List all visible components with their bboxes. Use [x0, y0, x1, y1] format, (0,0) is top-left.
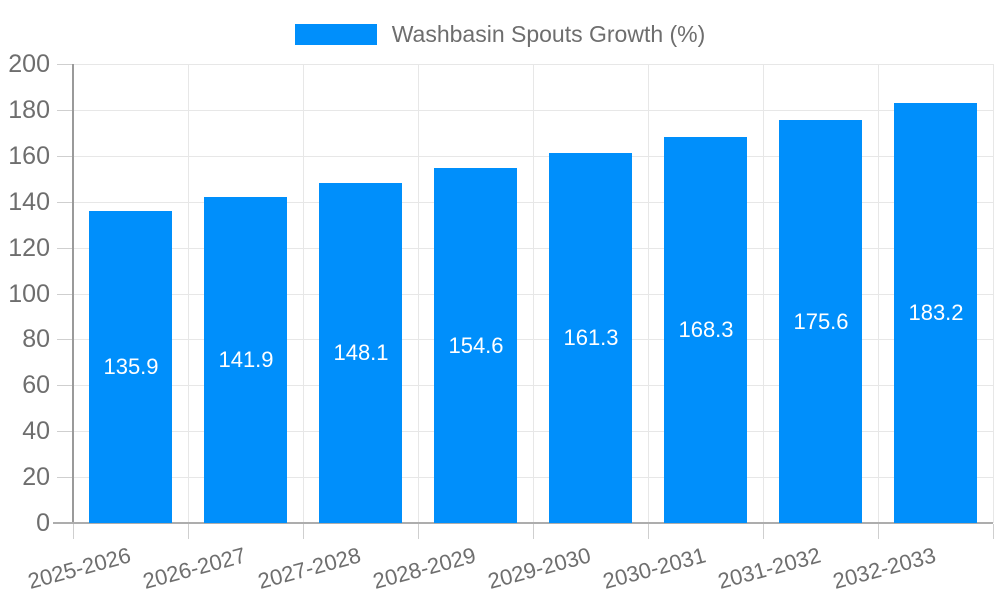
- x-axis-tick: [648, 524, 649, 539]
- x-axis-tick: [878, 524, 879, 539]
- x-axis-tick: [188, 524, 189, 539]
- y-axis-label: 100: [8, 280, 50, 308]
- bar-value-label: 154.6: [448, 333, 504, 358]
- x-axis-line: [53, 522, 993, 524]
- y-axis-label: 40: [22, 417, 50, 445]
- bar[interactable]: [89, 211, 172, 523]
- x-axis-label: 2029-2030: [485, 542, 594, 594]
- bar[interactable]: [664, 137, 747, 523]
- y-axis-tick: [57, 431, 73, 432]
- chart-legend: Washbasin Spouts Growth (%): [0, 22, 1000, 46]
- y-axis-tick: [57, 294, 73, 295]
- y-axis-tick: [57, 110, 73, 111]
- bar-value-label: 168.3: [678, 317, 734, 342]
- y-axis-label: 80: [22, 325, 50, 353]
- x-axis-tick: [418, 524, 419, 539]
- x-axis-label: 2032-2033: [830, 542, 939, 594]
- x-axis-label: 2031-2032: [715, 542, 824, 594]
- x-axis-tick: [303, 524, 304, 539]
- x-gridline: [993, 64, 994, 523]
- bar-value-label: 148.1: [333, 340, 389, 365]
- y-axis-tick: [57, 339, 73, 340]
- y-axis-label: 120: [8, 234, 50, 262]
- bar[interactable]: [549, 153, 632, 523]
- x-axis-tick: [73, 524, 74, 539]
- y-axis-tick: [57, 477, 73, 478]
- legend-label: Washbasin Spouts Growth (%): [391, 21, 706, 47]
- y-axis-label: 160: [8, 142, 50, 170]
- x-axis-label: 2026-2027: [140, 542, 249, 594]
- bar[interactable]: [779, 120, 862, 523]
- bar[interactable]: [319, 183, 402, 523]
- x-axis-tick: [763, 524, 764, 539]
- y-axis-tick: [57, 202, 73, 203]
- bar[interactable]: [894, 103, 977, 523]
- bar-value-label: 141.9: [218, 347, 274, 372]
- y-axis-label: 200: [8, 50, 50, 78]
- y-axis-label: 60: [22, 371, 50, 399]
- x-gridline: [648, 64, 649, 523]
- x-gridline: [303, 64, 304, 523]
- x-gridline: [763, 64, 764, 523]
- legend-item[interactable]: Washbasin Spouts Growth (%): [294, 21, 706, 47]
- x-axis-label: 2027-2028: [255, 542, 364, 594]
- y-axis-tick: [57, 248, 73, 249]
- y-axis-tick: [57, 385, 73, 386]
- x-axis-label: 2028-2029: [370, 542, 479, 594]
- x-gridline: [878, 64, 879, 523]
- y-axis-line: [72, 64, 74, 523]
- bar[interactable]: [434, 168, 517, 523]
- bar[interactable]: [204, 197, 287, 523]
- y-axis-tick: [57, 156, 73, 157]
- x-gridline: [188, 64, 189, 523]
- y-axis-tick: [57, 64, 73, 65]
- y-axis-label: 140: [8, 188, 50, 216]
- bar-value-label: 183.2: [908, 300, 964, 325]
- x-axis-label: 2030-2031: [600, 542, 709, 594]
- y-axis-label: 180: [8, 96, 50, 124]
- legend-swatch-icon: [294, 23, 377, 45]
- x-axis-tick: [993, 524, 994, 539]
- bar-value-label: 175.6: [793, 309, 849, 334]
- y-axis-label: 20: [22, 463, 50, 491]
- bar-value-label: 161.3: [563, 325, 619, 350]
- x-axis-label: 2025-2026: [25, 542, 134, 594]
- bar-value-label: 135.9: [103, 354, 159, 379]
- y-axis-label: 0: [36, 509, 50, 537]
- x-gridline: [418, 64, 419, 523]
- x-axis-tick: [533, 524, 534, 539]
- x-gridline: [533, 64, 534, 523]
